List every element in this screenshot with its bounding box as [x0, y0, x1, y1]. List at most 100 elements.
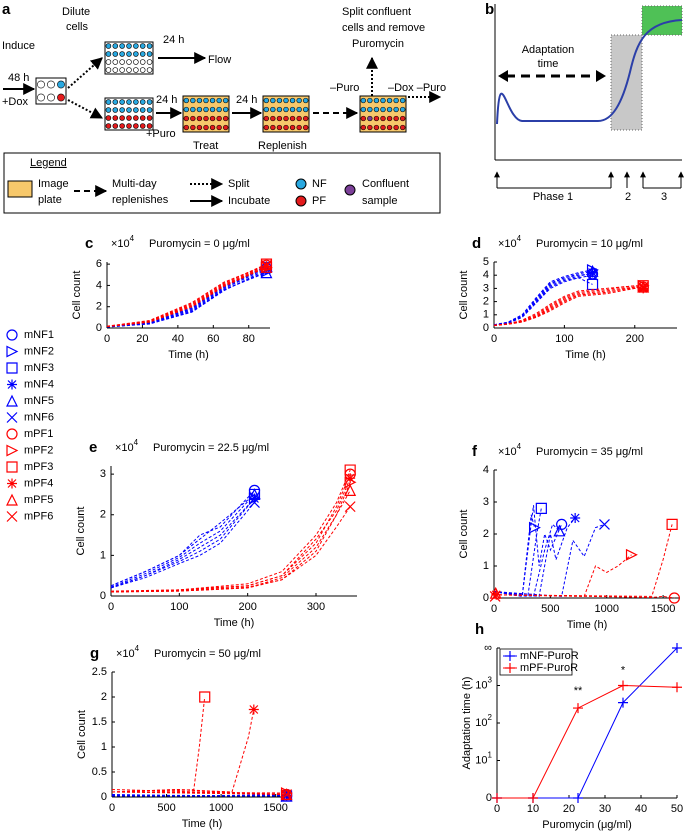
- x-tick-label: 40: [635, 803, 647, 815]
- chart-title: Puromycin = 0 μg/ml: [149, 238, 250, 250]
- x-tick-label: 100: [170, 601, 188, 613]
- well: [276, 124, 283, 131]
- label: Treat: [193, 140, 218, 152]
- well: [146, 59, 153, 65]
- marker: [261, 259, 272, 271]
- y-tick-label: 2.5: [92, 666, 107, 678]
- well: [190, 124, 196, 131]
- marker: [344, 464, 356, 476]
- series-line: [493, 285, 644, 326]
- legend-marker: [505, 663, 515, 673]
- well: [400, 124, 406, 131]
- well: [190, 106, 196, 113]
- marker: [492, 793, 502, 803]
- well: [386, 97, 393, 104]
- label: cells and remove: [342, 22, 425, 34]
- well: [47, 93, 55, 102]
- well: [105, 115, 112, 121]
- well: [133, 43, 139, 49]
- y-label: Cell count: [71, 271, 83, 320]
- label: NF: [312, 178, 327, 190]
- series-line: [110, 469, 351, 592]
- marker: [625, 548, 638, 561]
- well: [276, 106, 283, 113]
- well: [112, 67, 119, 73]
- well: [283, 97, 289, 104]
- label: replenishes: [112, 194, 169, 206]
- marker: [248, 704, 259, 715]
- well: [146, 43, 153, 49]
- x-tick-label: 0: [491, 333, 497, 345]
- label: Confluent: [362, 178, 409, 190]
- x-label: Time (h): [567, 619, 608, 631]
- legend-swatch: [7, 180, 33, 198]
- well: [119, 59, 125, 65]
- label: Dilute: [62, 6, 90, 18]
- well: [146, 107, 153, 113]
- well: [126, 99, 132, 105]
- series-line: [106, 267, 267, 328]
- series-line: [493, 514, 536, 597]
- well: [296, 115, 302, 122]
- series-line: [106, 265, 267, 327]
- well: [393, 97, 399, 104]
- panel-label: d: [472, 235, 481, 252]
- well: [289, 115, 296, 122]
- marker: [573, 703, 583, 714]
- well: [57, 80, 65, 89]
- superscript: 4: [135, 644, 140, 653]
- well: [223, 106, 229, 113]
- well: [296, 97, 302, 104]
- marker: [586, 264, 599, 277]
- well: [303, 124, 309, 131]
- well: [263, 97, 269, 104]
- legend-label: mPF3: [24, 461, 53, 473]
- well: [133, 99, 139, 105]
- marker: [344, 484, 357, 496]
- label: cells: [66, 21, 89, 33]
- well: [183, 106, 189, 113]
- well: [146, 99, 153, 105]
- y-tick-label: 2: [483, 528, 489, 540]
- well: [119, 43, 125, 49]
- well: [203, 115, 209, 122]
- series-line: [110, 490, 255, 587]
- well: [203, 124, 209, 131]
- series-line: [493, 554, 632, 597]
- well: [119, 51, 125, 57]
- y-tick-label: 1: [100, 549, 106, 561]
- superscript: 2: [488, 713, 493, 722]
- y-label: Cell count: [458, 510, 470, 559]
- well: [289, 106, 296, 113]
- well: [139, 43, 146, 49]
- multiplier: ×104: [115, 438, 139, 454]
- series-line: [110, 494, 255, 588]
- marker: [618, 697, 628, 708]
- well: [386, 115, 393, 122]
- well: [216, 115, 222, 122]
- x-tick-label: 0: [104, 333, 110, 345]
- superscript: 4: [130, 234, 135, 243]
- marker: [668, 592, 680, 604]
- y-tick-label: 2: [96, 301, 102, 313]
- superscript: 4: [517, 442, 522, 451]
- well: [112, 43, 119, 49]
- well: [196, 106, 203, 113]
- label: Puromycin: [352, 38, 404, 50]
- series-line: [493, 523, 560, 597]
- well: [209, 106, 216, 113]
- well: [373, 97, 380, 104]
- marker: [587, 267, 598, 278]
- well: [223, 124, 229, 131]
- panel-label: h: [475, 621, 484, 638]
- series-line: [112, 696, 206, 793]
- series-line: [110, 506, 351, 593]
- legend-label: mPF-PuroR: [520, 662, 578, 674]
- x-label: Time (h): [168, 349, 209, 361]
- marker: [586, 278, 599, 291]
- x-tick-label: 0: [494, 803, 500, 815]
- series-line: [493, 270, 593, 326]
- well: [183, 97, 189, 104]
- series-line: [493, 277, 593, 326]
- well: [263, 115, 269, 122]
